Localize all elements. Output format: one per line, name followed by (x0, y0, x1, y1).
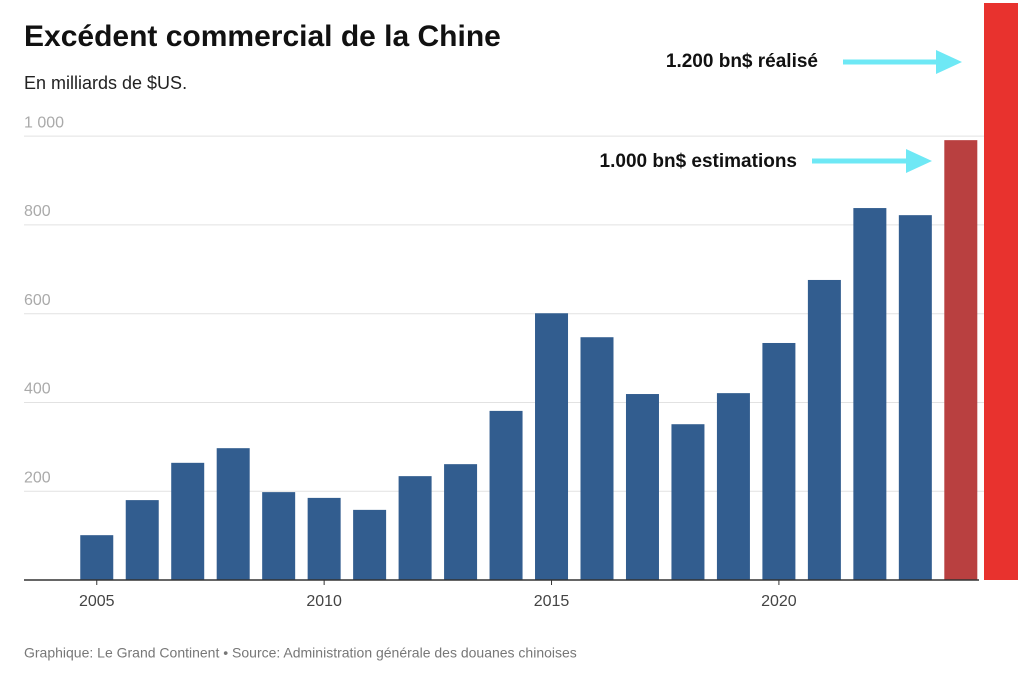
bar (262, 492, 296, 580)
annotation: 1.200 bn$ réalisé (666, 51, 818, 72)
chart-subtitle: En milliards de $US. (24, 73, 187, 93)
annotation: 1.000 bn$ estimations (600, 151, 797, 172)
x-tick-label: 2020 (761, 593, 797, 610)
arrow (843, 50, 962, 74)
bar (580, 337, 614, 580)
bar (625, 394, 659, 580)
bar (716, 393, 750, 580)
x-tick-label: 2010 (306, 593, 342, 610)
bar (307, 497, 341, 580)
arrow (812, 149, 932, 173)
bar (762, 342, 796, 580)
y-tick-label: 200 (24, 469, 51, 486)
x-tick-label: 2015 (534, 593, 570, 610)
bar (853, 208, 887, 580)
bar (353, 509, 387, 580)
y-tick-label: 600 (24, 292, 51, 309)
bar (171, 462, 205, 580)
bar (216, 448, 250, 580)
bar (535, 313, 569, 580)
y-tick-label: 400 (24, 381, 51, 398)
bar (489, 410, 523, 580)
bar (80, 535, 114, 580)
chart-source: Graphique: Le Grand Continent • Source: … (24, 645, 577, 661)
bar (984, 3, 1018, 580)
x-tick-label: 2005 (79, 593, 115, 610)
chart-title: Excédent commercial de la Chine (24, 20, 501, 53)
bar (398, 476, 432, 580)
bar (125, 500, 159, 580)
bar (944, 140, 978, 580)
bar (671, 424, 705, 580)
y-tick-label: 800 (24, 203, 51, 220)
y-tick-label: 1 000 (24, 114, 64, 131)
bar (807, 279, 841, 580)
bar (898, 215, 932, 581)
bar (444, 464, 478, 580)
